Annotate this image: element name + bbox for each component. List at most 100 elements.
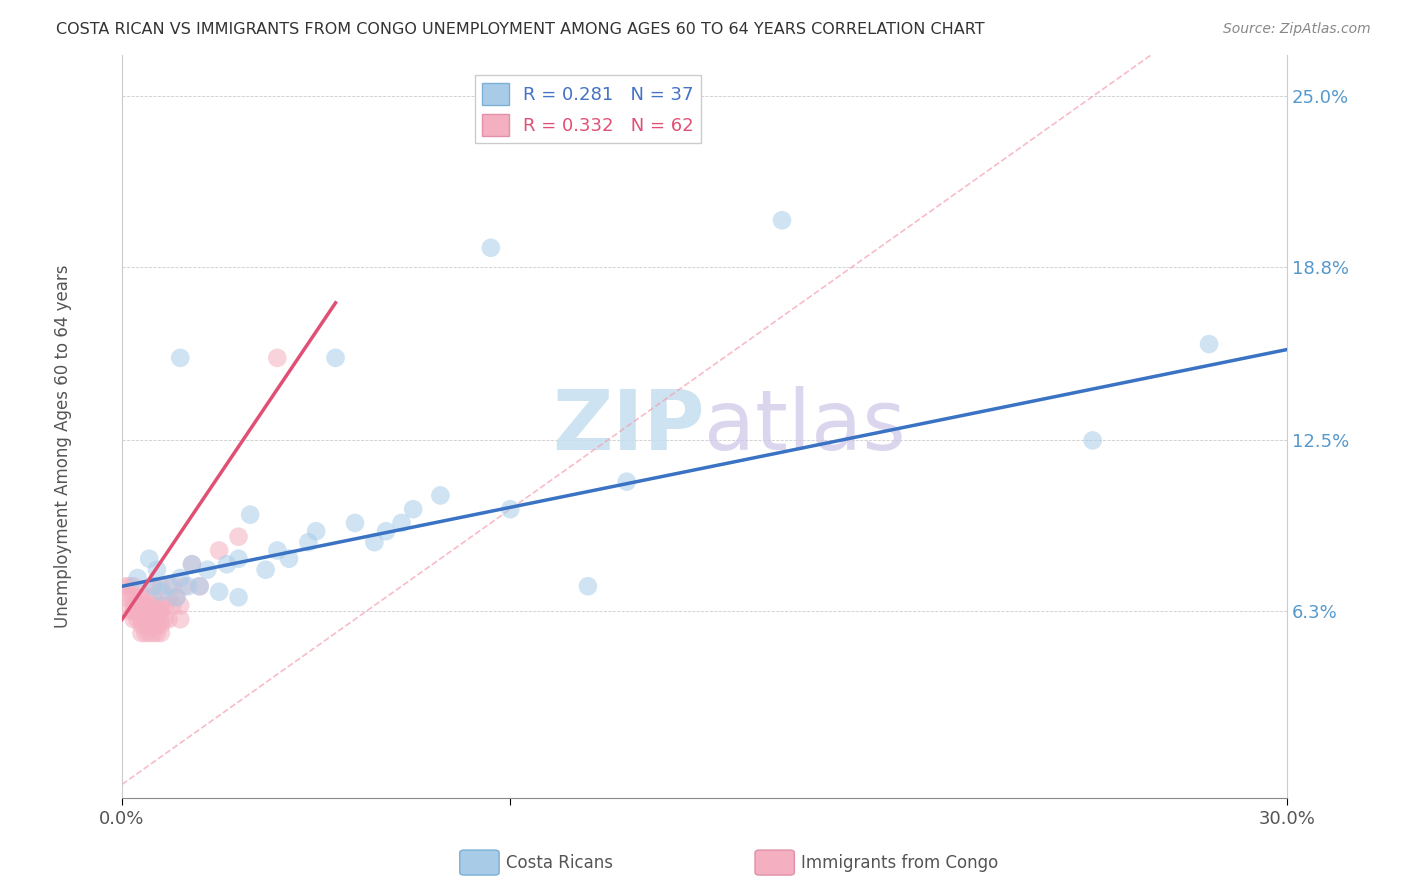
Point: [305, 524, 328, 539]
Point: [297, 535, 319, 549]
Point: [188, 579, 211, 593]
Point: [391, 516, 413, 530]
Point: [149, 626, 172, 640]
Point: [138, 551, 160, 566]
Point: [169, 571, 191, 585]
Point: [153, 612, 176, 626]
Point: [576, 579, 599, 593]
Point: [127, 604, 149, 618]
Point: [499, 502, 522, 516]
Text: Unemployment Among Ages 60 to 64 years: Unemployment Among Ages 60 to 64 years: [55, 264, 72, 628]
Point: [149, 612, 172, 626]
Point: [343, 516, 366, 530]
Legend: R = 0.281   N = 37, R = 0.332   N = 62: R = 0.281 N = 37, R = 0.332 N = 62: [475, 75, 702, 143]
Point: [197, 563, 219, 577]
Point: [138, 617, 160, 632]
Point: [169, 612, 191, 626]
Point: [146, 563, 169, 577]
Point: [149, 584, 172, 599]
Point: [142, 612, 165, 626]
Point: [208, 543, 231, 558]
Point: [122, 604, 145, 618]
Point: [131, 591, 153, 605]
Point: [127, 612, 149, 626]
Point: [181, 558, 204, 572]
Point: [149, 579, 172, 593]
Point: [162, 579, 184, 593]
Point: [215, 558, 238, 572]
Point: [142, 626, 165, 640]
Point: [122, 612, 145, 626]
Text: Source: ZipAtlas.com: Source: ZipAtlas.com: [1223, 22, 1371, 37]
Point: [142, 579, 165, 593]
Point: [228, 551, 250, 566]
Point: [153, 599, 176, 613]
Point: [616, 475, 638, 489]
Point: [138, 591, 160, 605]
Point: [181, 558, 204, 572]
Point: [118, 591, 141, 605]
Point: [770, 213, 793, 227]
Point: [149, 604, 172, 618]
Point: [138, 604, 160, 618]
Point: [134, 612, 156, 626]
Point: [173, 579, 195, 593]
Point: [138, 626, 160, 640]
Text: Costa Ricans: Costa Ricans: [506, 854, 613, 871]
Point: [325, 351, 347, 365]
Point: [254, 563, 277, 577]
Point: [402, 502, 425, 516]
Point: [146, 604, 169, 618]
Point: [122, 579, 145, 593]
Text: atlas: atlas: [704, 386, 905, 467]
Point: [138, 599, 160, 613]
Point: [131, 617, 153, 632]
Point: [131, 612, 153, 626]
Point: [266, 543, 288, 558]
Point: [165, 591, 187, 605]
Point: [122, 599, 145, 613]
Text: Immigrants from Congo: Immigrants from Congo: [801, 854, 998, 871]
Point: [228, 530, 250, 544]
Point: [278, 551, 301, 566]
Point: [142, 617, 165, 632]
Point: [239, 508, 262, 522]
Point: [115, 579, 138, 593]
Point: [122, 591, 145, 605]
Point: [127, 599, 149, 613]
Point: [429, 488, 451, 502]
Point: [146, 617, 169, 632]
Point: [131, 599, 153, 613]
Point: [228, 591, 250, 605]
Point: [118, 579, 141, 593]
Point: [118, 604, 141, 618]
Point: [479, 241, 502, 255]
Point: [134, 604, 156, 618]
Point: [162, 599, 184, 613]
Point: [134, 626, 156, 640]
Point: [188, 579, 211, 593]
Point: [127, 591, 149, 605]
Point: [146, 626, 169, 640]
Point: [157, 579, 180, 593]
Point: [177, 579, 200, 593]
Point: [266, 351, 288, 365]
Point: [375, 524, 398, 539]
Point: [363, 535, 385, 549]
Point: [169, 351, 191, 365]
Text: ZIP: ZIP: [553, 386, 704, 467]
Point: [149, 599, 172, 613]
Point: [149, 617, 172, 632]
Text: COSTA RICAN VS IMMIGRANTS FROM CONGO UNEMPLOYMENT AMONG AGES 60 TO 64 YEARS CORR: COSTA RICAN VS IMMIGRANTS FROM CONGO UNE…: [56, 22, 984, 37]
Point: [1081, 434, 1104, 448]
Point: [142, 604, 165, 618]
Point: [142, 579, 165, 593]
Point: [142, 591, 165, 605]
Point: [127, 571, 149, 585]
Point: [169, 599, 191, 613]
Point: [157, 612, 180, 626]
Point: [146, 612, 169, 626]
Point: [142, 599, 165, 613]
Point: [131, 604, 153, 618]
Point: [157, 591, 180, 605]
